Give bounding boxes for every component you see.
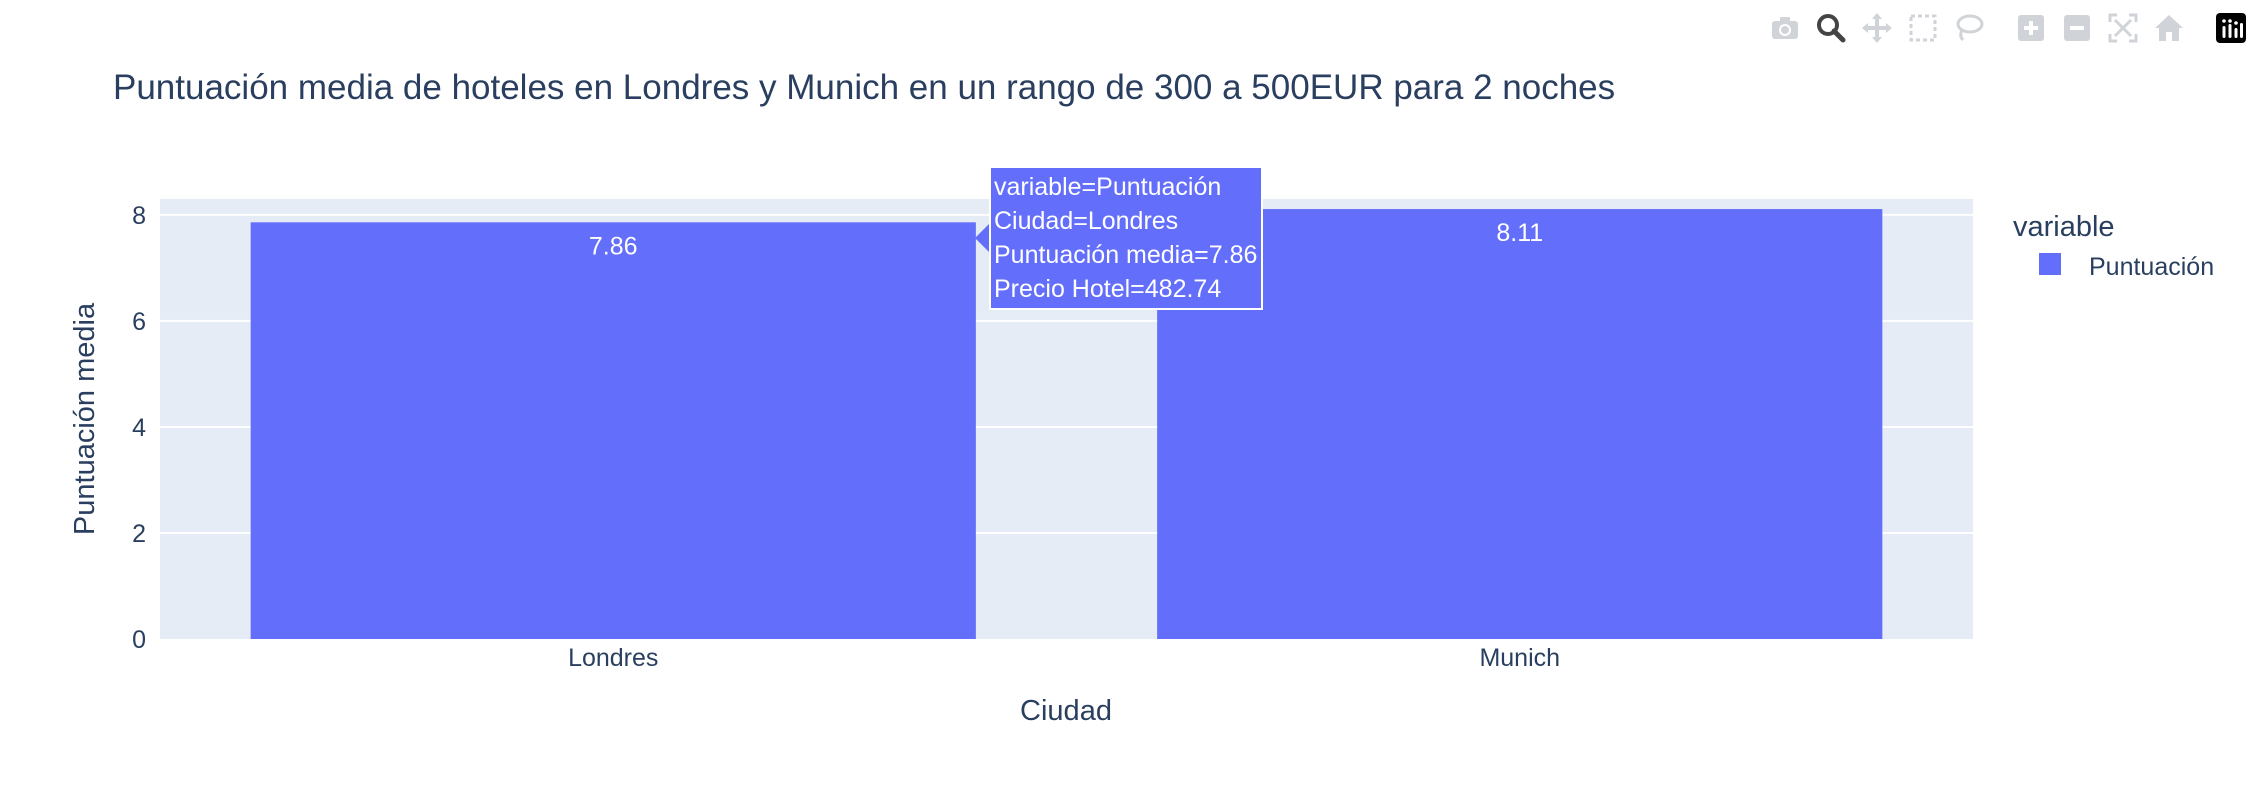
zoom-icon[interactable]: [1808, 6, 1854, 50]
plotly-logo-icon[interactable]: [2208, 6, 2254, 50]
legend-swatch: [2039, 253, 2061, 275]
legend-item[interactable]: Puntuación: [2039, 253, 2214, 281]
x-tick-label: Munich: [1479, 644, 1560, 672]
zoom-in-icon[interactable]: [2008, 6, 2054, 50]
modebar: [1762, 6, 2254, 50]
x-axis-ticks: Londres Munich: [568, 644, 1560, 672]
bar-data-label: 7.86: [589, 232, 638, 260]
bar-londres[interactable]: [250, 222, 976, 639]
chart-title: Puntuación media de hoteles en Londres y…: [113, 68, 1615, 107]
camera-icon[interactable]: [1762, 6, 1808, 50]
bars[interactable]: [250, 209, 1883, 639]
hover-tooltip: variable=Puntuación Ciudad=Londres Puntu…: [989, 166, 1264, 310]
y-tick-label: 0: [132, 626, 146, 654]
tooltip-line-puntuacion: Puntuación media=7.86: [994, 241, 1258, 269]
y-axis-ticks: 0 2 4 6 8: [132, 202, 146, 654]
zoom-out-icon[interactable]: [2054, 6, 2100, 50]
bar-labels: 7.86 8.11: [589, 219, 1543, 260]
tooltip-line-precio: Precio Hotel=482.74: [994, 275, 1222, 303]
bar-data-label: 8.11: [1496, 219, 1543, 247]
y-axis-label: Puntuación media: [69, 302, 101, 535]
bar-munich[interactable]: [1157, 209, 1883, 639]
tooltip-line-ciudad: Ciudad=Londres: [994, 207, 1179, 235]
legend-label: Puntuación: [2089, 253, 2214, 281]
y-tick-label: 6: [132, 308, 146, 336]
box-select-icon[interactable]: [1900, 6, 1946, 50]
legend-title: variable: [2013, 211, 2115, 243]
autoscale-icon[interactable]: [2100, 6, 2146, 50]
x-axis-label: Ciudad: [1020, 695, 1112, 727]
y-tick-label: 2: [132, 520, 146, 548]
home-icon[interactable]: [2146, 6, 2192, 50]
x-tick-label: Londres: [568, 644, 658, 672]
lasso-icon[interactable]: [1946, 6, 1992, 50]
tooltip-line-variable: variable=Puntuación: [994, 173, 1222, 201]
pan-icon[interactable]: [1854, 6, 1900, 50]
tooltip-arrow: [975, 222, 991, 254]
y-tick-label: 8: [132, 202, 146, 230]
y-tick-label: 4: [132, 414, 146, 442]
